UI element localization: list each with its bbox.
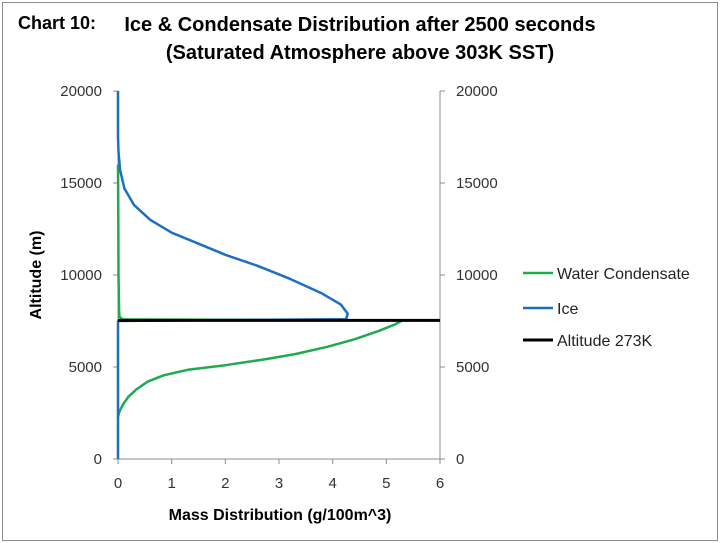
x-tick-label: 5 <box>382 475 390 492</box>
legend: Water Condensate Ice Altitude 273K <box>523 266 690 350</box>
chart-title-line1: Ice & Condensate Distribution after 2500… <box>124 14 596 36</box>
legend-label-ice: Ice <box>557 301 578 318</box>
y-tick-label: 20000 <box>60 83 102 100</box>
x-axis-title: Mass Distribution (g/100m^3) <box>169 507 392 524</box>
x-tick-label: 2 <box>221 475 229 492</box>
secondary-y-tick-label: 10000 <box>456 267 498 284</box>
series-layer <box>116 91 440 459</box>
x-tick-label: 6 <box>436 475 444 492</box>
y-tick-label: 0 <box>94 451 102 468</box>
y-axis-title: Altitude (m) <box>28 231 45 320</box>
secondary-y-tick-label: 20000 <box>456 83 498 100</box>
y-tick-label: 5000 <box>69 359 102 376</box>
legend-label-water-condensate: Water Condensate <box>557 266 690 283</box>
secondary-y-tick-label: 15000 <box>456 175 498 192</box>
chart-title-line2: (Saturated Atmosphere above 303K SST) <box>165 42 555 64</box>
chart-number-label: Chart 10: <box>18 13 97 33</box>
y-tick-label: 15000 <box>60 175 102 192</box>
series-line-water-condensate <box>116 164 404 418</box>
y-tick-label: 10000 <box>60 267 102 284</box>
secondary-y-tick-label: 5000 <box>456 359 489 376</box>
series-line-ice <box>116 91 349 459</box>
x-tick-label: 1 <box>167 475 175 492</box>
x-tick-label: 4 <box>328 475 336 492</box>
secondary-y-tick-label: 0 <box>456 451 464 468</box>
legend-label-altitude-273k: Altitude 273K <box>557 333 653 350</box>
x-tick-label: 0 <box>114 475 122 492</box>
x-tick-label: 3 <box>275 475 283 492</box>
